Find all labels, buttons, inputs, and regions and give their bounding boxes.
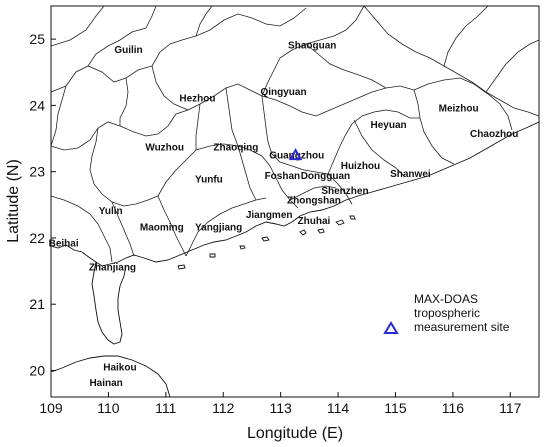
city-label-zhuhai: Zhuhai: [298, 216, 331, 227]
y-axis-ticks: 20 21 22 23 24 25: [29, 31, 56, 378]
city-labels: Guilin Shaoguan Hezhou Qingyuan Heyuan Meizho…: [49, 40, 519, 388]
legend-line-3: measurement site: [414, 320, 510, 334]
city-label-zhaoqing: Zhaoqing: [213, 142, 258, 153]
x-tick-label: 111: [155, 400, 176, 416]
x-tick-label: 116: [442, 400, 465, 416]
x-tick-label: 114: [327, 400, 350, 416]
x-tick-label: 109: [39, 400, 63, 416]
x-tick-label: 112: [212, 400, 235, 416]
legend: MAX-DOAS tropospheric measurement site: [383, 292, 510, 334]
city-label-meizhou: Meizhou: [439, 103, 479, 114]
y-tick-label: 25: [29, 31, 45, 47]
city-label-chaozhou: Chaozhou: [470, 129, 518, 140]
legend-line-1: MAX-DOAS: [414, 292, 478, 306]
admin-boundaries: [50, 5, 540, 398]
y-tick-label: 23: [29, 164, 45, 180]
measurement-site-marker: [288, 148, 303, 161]
y-tick-label: 21: [29, 296, 45, 312]
x-tick-label: 117: [499, 400, 522, 416]
city-label-guangzhou: Guangzhou: [269, 150, 324, 161]
legend-line-2: tropospheric: [414, 306, 480, 320]
city-label-guilin: Guilin: [114, 45, 142, 56]
city-label-qingyuan: Qingyuan: [260, 87, 306, 98]
city-label-shaoguan: Shaoguan: [288, 40, 336, 51]
x-axis-ticks: 109 110 111 112 113 114 115 116 117: [39, 392, 522, 416]
city-label-yangjiang: Yangjiang: [195, 223, 242, 234]
y-tick-label: 22: [29, 230, 45, 246]
city-label-zhanjiang: Zhanjiang: [89, 262, 136, 273]
city-label-heyuan: Heyuan: [371, 120, 407, 131]
city-label-wuzhou: Wuzhou: [145, 142, 184, 153]
city-label-maoming: Maoming: [140, 223, 184, 234]
y-axis-title: Latitude (N): [5, 159, 22, 243]
x-tick-label: 110: [97, 400, 120, 416]
x-tick-label: 115: [384, 400, 407, 416]
city-label-shenzhen: Shenzhen: [321, 186, 368, 197]
city-label-hainan: Hainan: [89, 378, 122, 389]
city-label-beihai: Beihai: [49, 239, 79, 250]
y-tick-label: 24: [29, 97, 45, 113]
city-label-hezhou: Hezhou: [179, 93, 215, 104]
legend-triangle-icon: [383, 321, 399, 334]
city-label-shanwei: Shanwei: [390, 169, 431, 180]
city-label-zhongshan: Zhongshan: [287, 196, 341, 207]
y-tick-label: 20: [29, 362, 45, 378]
city-label-yulin: Yulin: [99, 206, 123, 217]
city-label-yunfu: Yunfu: [195, 174, 223, 185]
x-axis-title: Longitude (E): [247, 425, 343, 442]
city-label-foshan: Foshan: [265, 171, 301, 182]
city-label-jiangmen: Jiangmen: [246, 210, 293, 221]
city-label-haikou: Haikou: [103, 363, 136, 374]
plot-frame: [50, 5, 540, 398]
city-label-huizhou: Huizhou: [341, 161, 380, 172]
city-label-dongguan: Dongguan: [301, 171, 350, 182]
x-tick-label: 113: [269, 400, 292, 416]
